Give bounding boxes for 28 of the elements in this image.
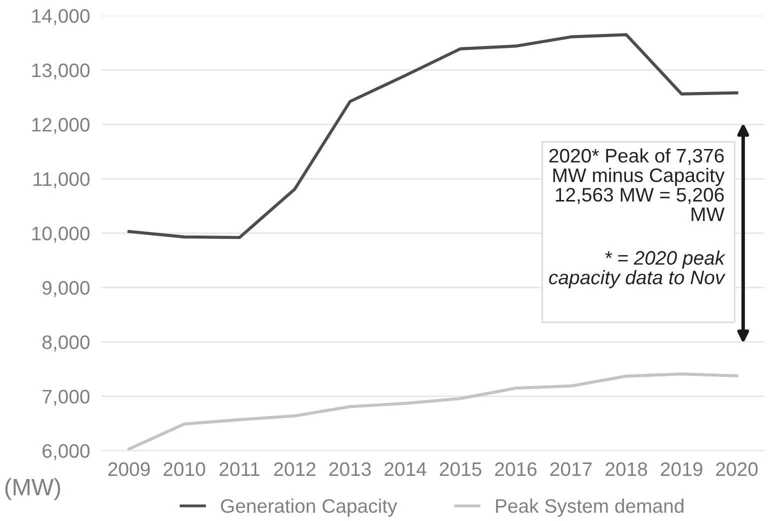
- x-tick-label: 2012: [274, 462, 316, 476]
- y-tick-label: 7,000: [42, 390, 90, 406]
- annotation: 2020* Peak of 7,376 MW minus Capacity 12,563 MW = 5,206 MW: [549, 148, 725, 222]
- y-tick-label: 10,000: [32, 226, 90, 243]
- y-tick-label: 12,000: [32, 118, 90, 134]
- x-tick-label: 2018: [606, 462, 648, 476]
- x-tick-label: 2010: [164, 462, 206, 476]
- y-tick-label: 8,000: [42, 335, 90, 352]
- line-series: [127, 33, 738, 240]
- y-tick-label: 14,000: [32, 9, 90, 26]
- x-tick-label: 2017: [550, 462, 592, 476]
- x-tick-label: 2019: [660, 462, 702, 476]
- legend-label: Generation Capacity: [220, 498, 398, 517]
- y-tick-label: 9,000: [42, 280, 90, 298]
- y-axis-title: (MW): [5, 478, 60, 500]
- x-tick-label: 2014: [384, 462, 426, 476]
- y-tick-label: 13,000: [32, 63, 90, 80]
- legend-label: Peak System demand: [496, 498, 684, 517]
- x-tick-label: 2020: [716, 462, 758, 476]
- y-tick-label: 6,000: [42, 444, 90, 460]
- x-tick-label: 2015: [440, 462, 482, 476]
- y-tick-label: 11,000: [34, 172, 90, 188]
- x-tick-label: 2011: [220, 462, 260, 476]
- x-tick-label: 2016: [495, 462, 537, 476]
- annotation: * = 2020 peak capacity data to Nov: [549, 250, 726, 288]
- x-tick-label: 2013: [329, 462, 371, 476]
- line-series: [127, 372, 738, 451]
- x-tick-label: 2009: [108, 462, 150, 476]
